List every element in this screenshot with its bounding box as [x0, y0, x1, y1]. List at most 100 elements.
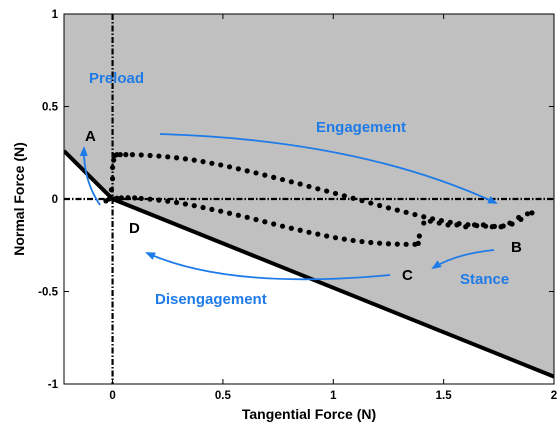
data-point — [350, 237, 356, 244]
data-point — [156, 153, 162, 159]
data-point — [253, 216, 259, 223]
label-point-c: C — [402, 267, 413, 284]
data-point — [306, 229, 312, 235]
data-point — [218, 162, 224, 168]
data-point — [262, 172, 268, 178]
annotation-engagement: Engagement — [316, 119, 406, 136]
arrow-engagement — [159, 133, 498, 204]
data-point — [377, 240, 383, 246]
data-point — [297, 181, 303, 187]
data-point — [368, 239, 374, 246]
data-point — [109, 164, 116, 171]
data-point — [480, 222, 486, 228]
data-point — [445, 222, 451, 228]
data-point — [129, 152, 136, 158]
annotation-disengagement: Disengagement — [155, 291, 267, 308]
data-point — [111, 157, 117, 163]
data-point — [226, 210, 233, 216]
data-point — [244, 214, 250, 220]
data-point — [529, 210, 535, 216]
data-point — [324, 188, 330, 194]
x-axis-ticks: 0 0.5 1 1.5 2 — [109, 14, 557, 402]
data-point — [132, 195, 138, 201]
data-point — [173, 155, 180, 161]
data-point — [498, 224, 504, 230]
data-point — [454, 222, 460, 228]
data-point — [421, 214, 427, 220]
data-point — [271, 221, 277, 227]
data-point — [324, 233, 330, 239]
data-point — [200, 204, 206, 211]
data-point — [253, 170, 259, 176]
data-point — [147, 196, 153, 202]
plot-area — [64, 14, 554, 384]
arrow-disengagement — [145, 252, 391, 281]
data-point — [288, 179, 294, 185]
x-tick-label: 1 — [330, 390, 337, 402]
data-point — [341, 236, 347, 242]
data-point — [147, 152, 153, 159]
data-point — [436, 220, 442, 226]
annotation-preload: Preload — [89, 70, 144, 87]
label-point-d: D — [129, 220, 140, 237]
data-point — [385, 241, 392, 247]
y-axis-ticks: -1 -0.5 0 0.5 1 — [38, 9, 554, 391]
data-point — [279, 176, 286, 183]
y-tick-label: -1 — [48, 379, 59, 391]
x-axis-label: Tangential Force (N) — [242, 406, 376, 422]
data-point — [191, 157, 197, 163]
annotation-arrows — [79, 133, 498, 281]
data-point — [421, 220, 427, 226]
data-point — [507, 220, 513, 226]
data-point — [118, 195, 124, 201]
data-point — [244, 168, 250, 174]
x-tick-label: 2 — [551, 390, 557, 402]
data-point — [403, 241, 409, 247]
arrow-preload — [79, 146, 101, 206]
data-point — [341, 193, 347, 199]
y-axis-label: Normal Force (N) — [11, 142, 27, 256]
data-point — [209, 160, 215, 166]
data-point — [394, 207, 400, 213]
data-point — [427, 218, 433, 224]
arrow-stance — [431, 249, 495, 270]
data-point — [403, 209, 409, 215]
data-points — [103, 152, 535, 247]
data-point — [416, 233, 422, 239]
data-point — [524, 211, 531, 217]
data-point — [377, 202, 383, 209]
y-tick-label: 0 — [52, 194, 58, 206]
data-point — [182, 156, 188, 162]
x-tick-label: 1.5 — [436, 390, 453, 402]
x-tick-label: 0 — [109, 390, 115, 402]
data-point — [138, 195, 144, 202]
data-point — [117, 152, 123, 158]
data-point — [235, 212, 241, 218]
data-point — [125, 195, 131, 201]
data-point — [359, 198, 365, 204]
data-point — [165, 198, 171, 204]
data-point — [191, 203, 197, 209]
data-point — [108, 187, 115, 193]
label-point-b: B — [511, 239, 522, 256]
label-point-a: A — [85, 128, 96, 145]
data-point — [271, 174, 277, 180]
data-point — [297, 227, 303, 233]
data-point — [262, 219, 268, 225]
data-point — [332, 190, 339, 197]
data-point — [359, 238, 365, 245]
data-point — [288, 225, 294, 231]
data-point — [412, 241, 418, 247]
x-tick-label: 0.5 — [215, 390, 232, 402]
data-point — [315, 231, 321, 237]
data-point — [463, 224, 469, 230]
y-tick-label: -0.5 — [38, 287, 58, 299]
friction-region — [64, 14, 554, 377]
data-point — [109, 176, 116, 182]
data-point — [385, 205, 392, 211]
data-point — [235, 166, 241, 172]
data-point — [182, 201, 188, 207]
data-point — [218, 208, 224, 214]
data-point — [200, 159, 206, 165]
